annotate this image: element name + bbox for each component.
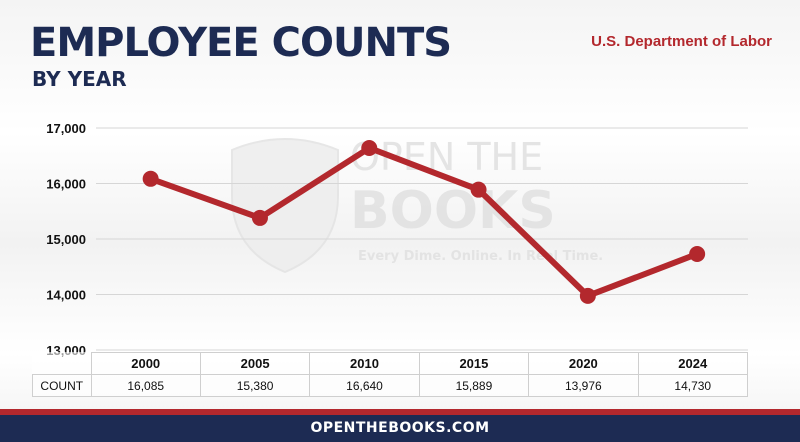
data-table: 2000 2005 2010 2015 2020 2024 COUNT 16,085 15,… bbox=[32, 352, 749, 397]
chart-subtitle: BY YEAR bbox=[32, 67, 127, 91]
agency-label: U.S. Department of Labor bbox=[591, 33, 772, 50]
data-label: 14,730 bbox=[637, 374, 749, 397]
data-label: 16,085 bbox=[90, 374, 201, 397]
y-tick-label: 14,000 bbox=[46, 288, 86, 303]
x-tick-label: 2000 bbox=[90, 352, 201, 375]
table-header-row: 2000 2005 2010 2015 2020 2024 bbox=[32, 352, 749, 375]
data-label: 15,889 bbox=[418, 374, 530, 397]
series-line bbox=[147, 144, 701, 299]
table-corner bbox=[32, 352, 92, 375]
data-label: 15,380 bbox=[199, 374, 311, 397]
data-point-2015 bbox=[470, 181, 487, 198]
x-tick-label: 2010 bbox=[309, 352, 420, 375]
x-tick-label: 2020 bbox=[528, 352, 639, 375]
data-point-2024 bbox=[689, 245, 706, 262]
footer-stripe bbox=[0, 409, 800, 415]
watermark-line1: OPEN THE bbox=[350, 135, 543, 179]
series-employee-count bbox=[142, 139, 706, 304]
shield-icon bbox=[231, 138, 339, 274]
gridlines bbox=[96, 127, 748, 351]
data-point-2005 bbox=[251, 209, 268, 226]
data-point-2000 bbox=[142, 170, 159, 187]
y-tick-label: 16,000 bbox=[46, 177, 86, 192]
data-point-2020 bbox=[579, 287, 596, 304]
x-tick-label: 2024 bbox=[637, 352, 749, 375]
watermark-tagline: Every Dime. Online. In Real Time. bbox=[358, 249, 603, 264]
y-tick-label: 17,000 bbox=[46, 121, 86, 136]
table-row: COUNT 16,085 15,380 16,640 15,889 13,976 14,7… bbox=[32, 374, 749, 397]
x-tick-label: 2015 bbox=[418, 352, 530, 375]
data-label: 16,640 bbox=[309, 374, 420, 397]
data-label: 13,976 bbox=[528, 374, 639, 397]
row-label-count: COUNT bbox=[32, 374, 92, 397]
footer-url: OPENTHEBOOKS.COM bbox=[0, 415, 800, 442]
data-point-2010 bbox=[361, 139, 378, 156]
y-tick-label: 15,000 bbox=[46, 232, 86, 247]
chart-title: EMPLOYEE COUNTS bbox=[30, 20, 452, 66]
x-tick-label: 2005 bbox=[199, 352, 311, 375]
